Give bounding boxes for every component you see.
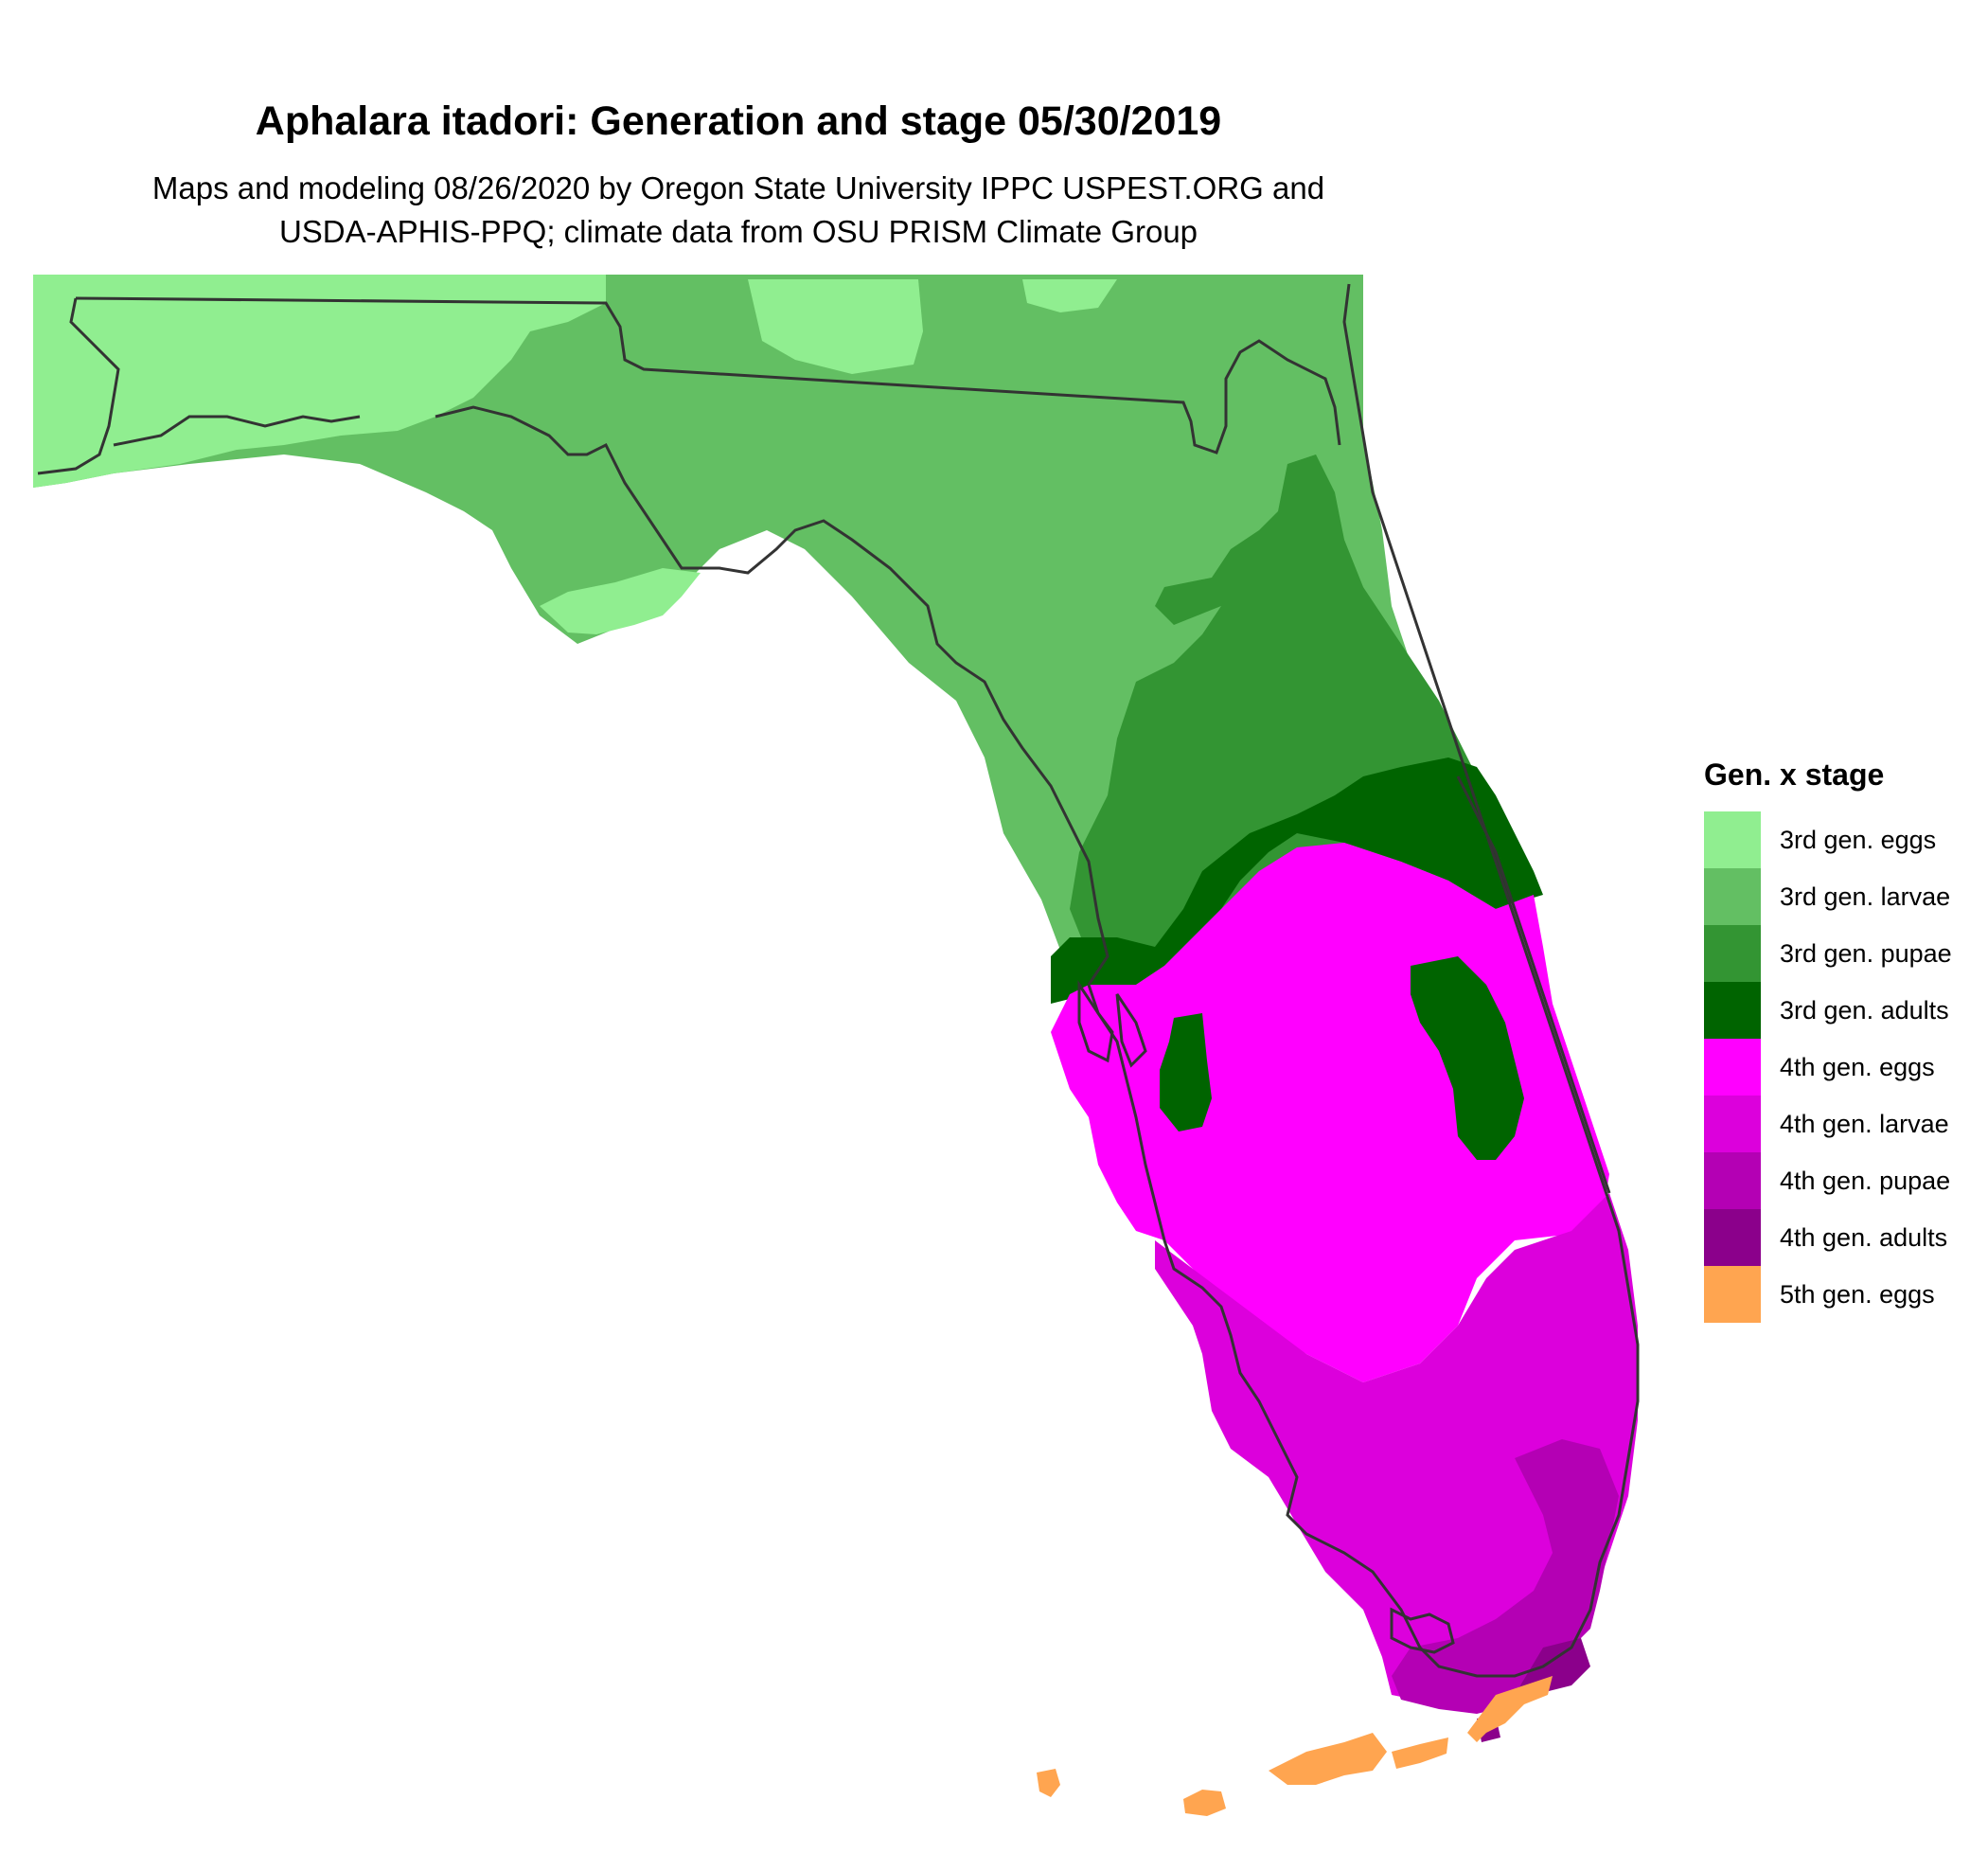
legend-item: 4th gen. pupae [1704, 1152, 1969, 1209]
coastline [37, 283, 1640, 1678]
legend-swatch [1704, 1209, 1761, 1266]
legend-label: 4th gen. eggs [1780, 1052, 1935, 1081]
region-4th-gen-larvae [1155, 1193, 1638, 1704]
legend-item: 4th gen. larvae [1704, 1096, 1969, 1152]
region-5th-gen-eggs-marquesas [1037, 1769, 1060, 1797]
legend-swatch [1704, 982, 1761, 1039]
legend-item: 4th gen. eggs [1704, 1039, 1969, 1096]
barrier-island-east [1456, 775, 1611, 1194]
region-3rd-gen-eggs-northeast [1022, 279, 1117, 312]
legend-label: 5th gen. eggs [1780, 1279, 1935, 1309]
lake-okeechobee-outline [1390, 1607, 1455, 1654]
region-3rd-gen-adults-okeechobee [1411, 956, 1524, 1160]
region-3rd-gen-adults-interior [1160, 1013, 1212, 1132]
region-5th-gen-eggs-upper-keys [1467, 1676, 1553, 1742]
map-subtitle: Maps and modeling 08/26/2020 by Oregon S… [0, 167, 1477, 254]
subtitle-line-2: USDA-APHIS-PPQ; climate data from OSU PR… [278, 214, 1198, 249]
legend-swatch [1704, 868, 1761, 925]
region-4th-gen-adults [1515, 1638, 1590, 1695]
region-5th-gen-eggs-key-west [1183, 1790, 1226, 1816]
tampa-bay-outline [1077, 980, 1147, 1068]
legend: Gen. x stage 3rd gen. eggs 3rd gen. larv… [1704, 757, 1969, 1323]
legend-label: 4th gen. adults [1780, 1222, 1948, 1252]
legend-label: 4th gen. larvae [1780, 1109, 1949, 1138]
legend-item: 3rd gen. larvae [1704, 868, 1969, 925]
legend-title: Gen. x stage [1704, 757, 1885, 792]
map-title: Aphalara itadori: Generation and stage 0… [255, 98, 1222, 144]
region-5th-gen-eggs-middle-keys [1269, 1733, 1387, 1785]
legend-swatch [1704, 1266, 1761, 1323]
legend-label: 3rd gen. adults [1780, 995, 1949, 1025]
region-3rd-gen-eggs-north [748, 279, 923, 374]
legend-label: 3rd gen. pupae [1780, 938, 1952, 968]
legend-swatch [1704, 1152, 1761, 1209]
legend-swatch [1704, 1096, 1761, 1152]
region-3rd-gen-adults [1051, 757, 1543, 1004]
legend-item: 3rd gen. adults [1704, 982, 1969, 1039]
legend-item: 3rd gen. pupae [1704, 925, 1969, 982]
legend-swatch [1704, 925, 1761, 982]
legend-label: 3rd gen. eggs [1780, 825, 1937, 854]
region-3rd-gen-pupae [1070, 454, 1486, 975]
legend-swatch [1704, 811, 1761, 868]
region-3rd-gen-eggs-coast [540, 568, 701, 634]
subtitle-line-1: Maps and modeling 08/26/2020 by Oregon S… [151, 170, 1325, 205]
legend-label: 3rd gen. larvae [1780, 882, 1951, 911]
legend-swatch [1704, 1039, 1761, 1096]
region-5th-gen-eggs-lower-keys [1392, 1737, 1448, 1769]
legend-item: 3rd gen. eggs [1704, 811, 1969, 868]
state-boundary [75, 296, 1341, 454]
legend-item: 4th gen. adults [1704, 1209, 1969, 1266]
legend-label: 4th gen. pupae [1780, 1166, 1951, 1195]
legend-item: 5th gen. eggs [1704, 1266, 1969, 1323]
region-3rd-gen-eggs-west [33, 275, 606, 488]
